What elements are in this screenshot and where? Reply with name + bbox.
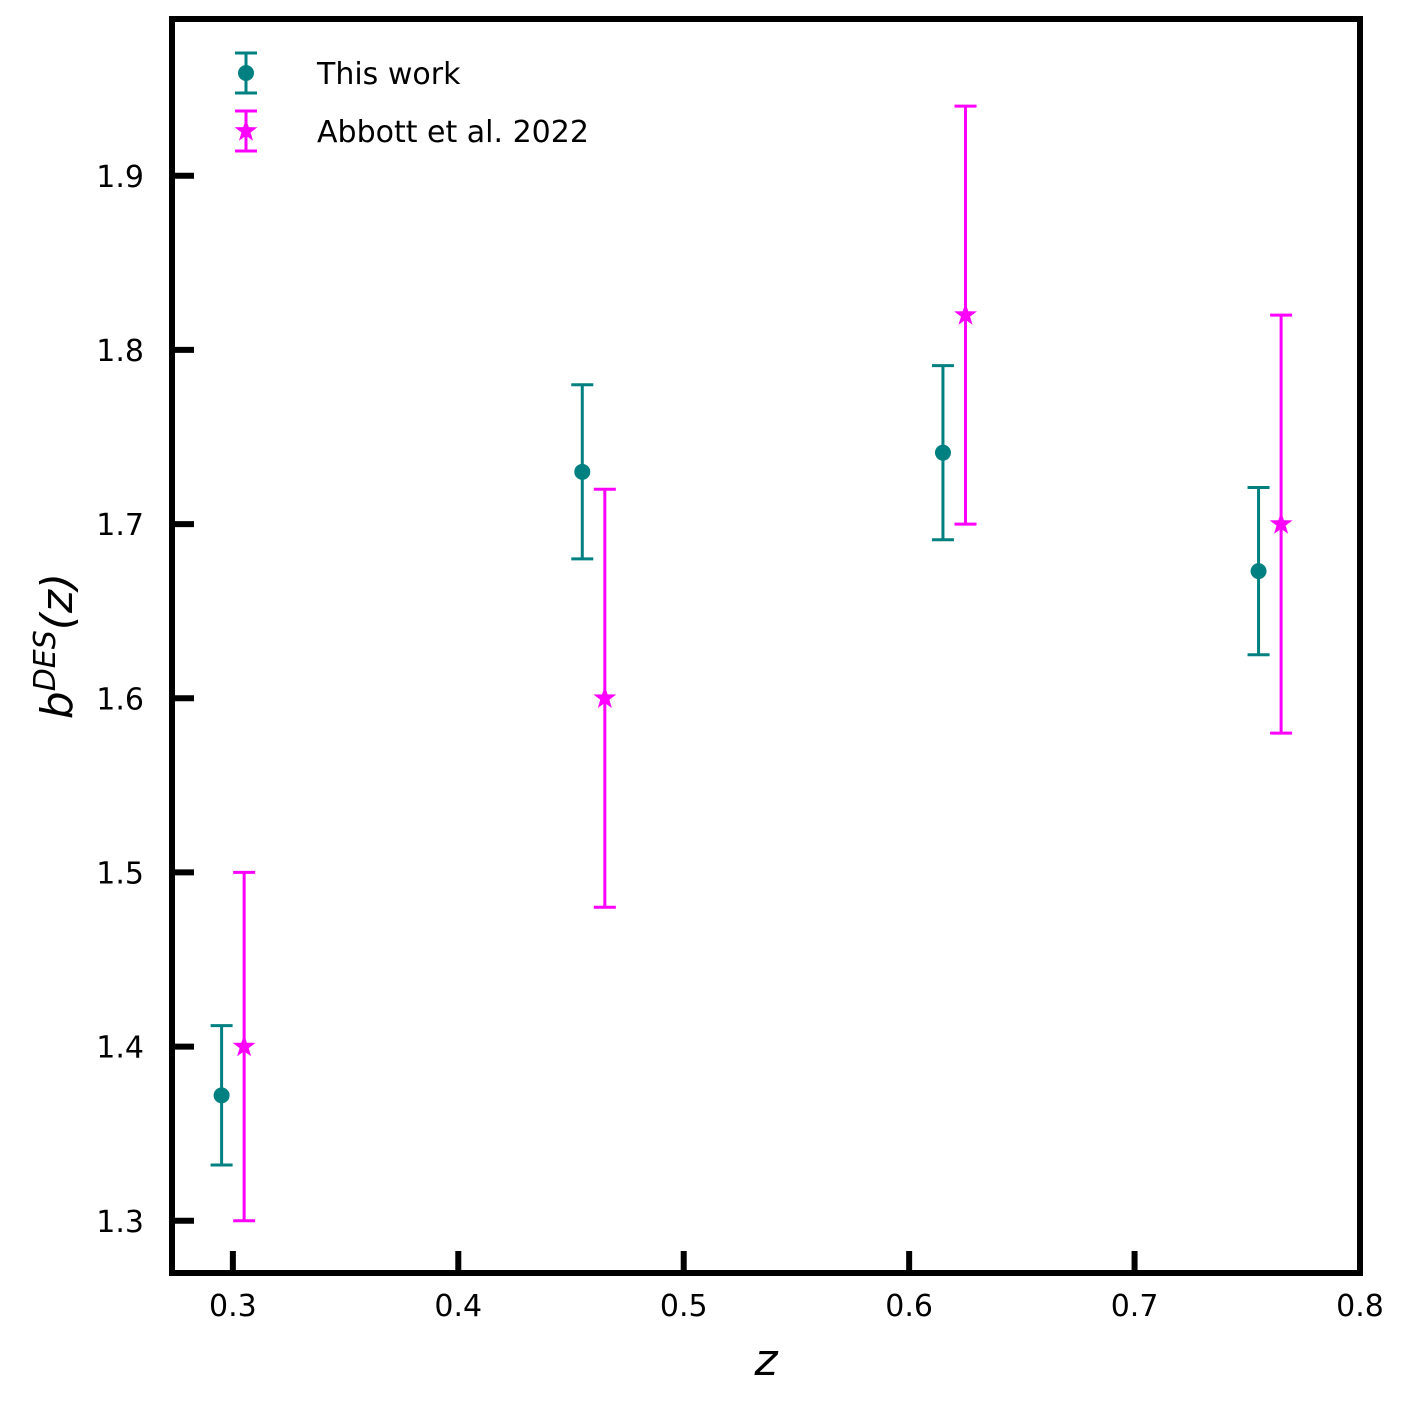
data-point xyxy=(1250,563,1267,580)
legend-marker xyxy=(234,119,258,141)
data-point xyxy=(954,303,977,325)
marks-layer xyxy=(210,104,1293,1223)
legend: This work Abbott et al. 2022 xyxy=(234,51,589,153)
y-tick-label: 1.4 xyxy=(96,1031,144,1066)
data-point xyxy=(593,686,617,708)
legend-label: Abbott et al. 2022 xyxy=(317,115,589,150)
x-tick-label: 0.5 xyxy=(660,1289,708,1324)
data-point xyxy=(1269,512,1293,534)
x-tick-label: 0.6 xyxy=(885,1289,933,1324)
y-axis-title-superscript: DES xyxy=(28,630,63,691)
x-axis-title: z xyxy=(753,1335,778,1386)
y-tick-label: 1.5 xyxy=(96,856,144,891)
x-tick-label: 0.8 xyxy=(1336,1289,1384,1324)
data-point xyxy=(232,1034,256,1057)
legend-label: This work xyxy=(316,57,461,92)
y-axis-title: bDES(z) xyxy=(28,573,83,719)
y-tick-label: 1.3 xyxy=(96,1205,144,1240)
x-tick-label: 0.4 xyxy=(434,1289,482,1324)
y-axis-title-base: b xyxy=(32,691,83,719)
y-axis-title-argument: (z) xyxy=(32,573,83,630)
y-tick-label: 1.6 xyxy=(96,682,144,717)
data-point xyxy=(934,444,951,461)
data-point xyxy=(574,463,591,480)
y-tick-label: 1.9 xyxy=(96,160,144,195)
y-tick-label: 1.8 xyxy=(96,334,144,369)
y-tick-label: 1.7 xyxy=(96,508,144,543)
legend-marker xyxy=(238,65,254,81)
x-tick-label: 0.3 xyxy=(209,1289,257,1324)
data-point xyxy=(213,1087,230,1104)
plot-frame xyxy=(169,16,1363,1276)
x-tick-label: 0.7 xyxy=(1111,1289,1159,1324)
ticks-layer: 0.3 0.4 0.5 0.6 0.7 0.8 1.3 1.4 1.5 1.6 1.7 1.8 1.9 xyxy=(96,160,1384,1324)
